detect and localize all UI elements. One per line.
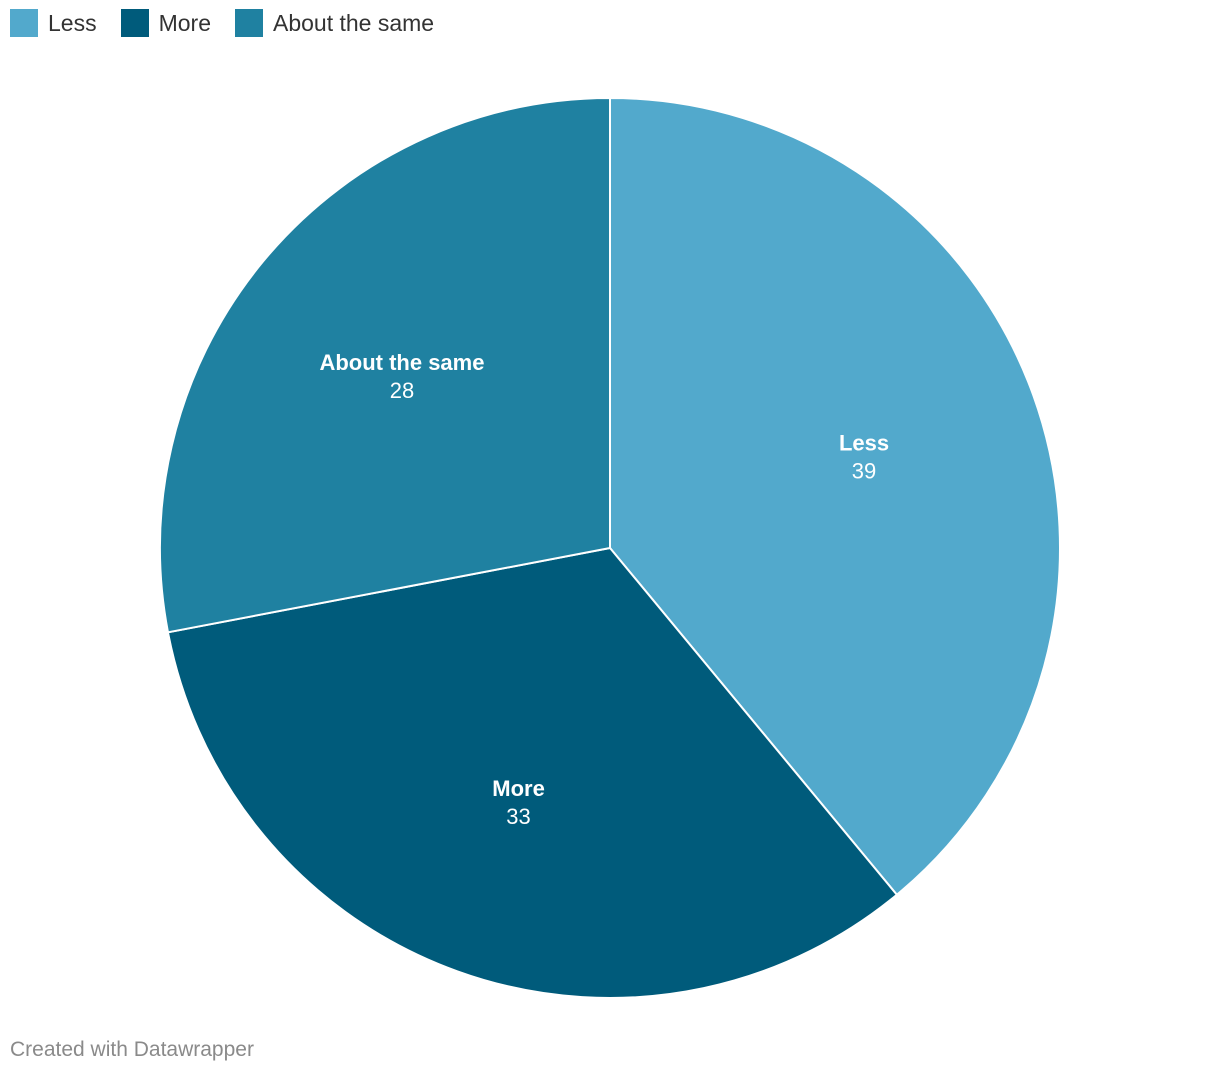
legend-item-about-the-same: About the same (235, 8, 434, 38)
slice-value-about-the-same: 28 (390, 378, 414, 403)
pie-slice-less (609, 97, 1061, 896)
legend-label-about-the-same: About the same (273, 10, 435, 36)
legend-swatch-about-the-same (235, 9, 263, 37)
legend-item-more: More (120, 8, 211, 38)
legend-label-more: More (158, 10, 211, 36)
legend-label-less: Less (48, 10, 97, 36)
datawrapper-credit: Created with Datawrapper (10, 1038, 254, 1061)
legend-swatch-less (10, 9, 38, 37)
slice-value-more: 33 (506, 804, 530, 829)
chart-legend: Less More About the same (10, 8, 434, 38)
slice-label-more: More (492, 776, 545, 801)
slice-label-about-the-same: About the same (319, 350, 484, 375)
pie-slice-more (166, 547, 898, 999)
pie-slice-about-the-same (159, 97, 611, 634)
legend-swatch-more (120, 9, 149, 37)
slice-label-less: Less (839, 431, 889, 456)
legend-item-less: Less (10, 8, 97, 38)
slice-value-less: 39 (852, 459, 876, 484)
